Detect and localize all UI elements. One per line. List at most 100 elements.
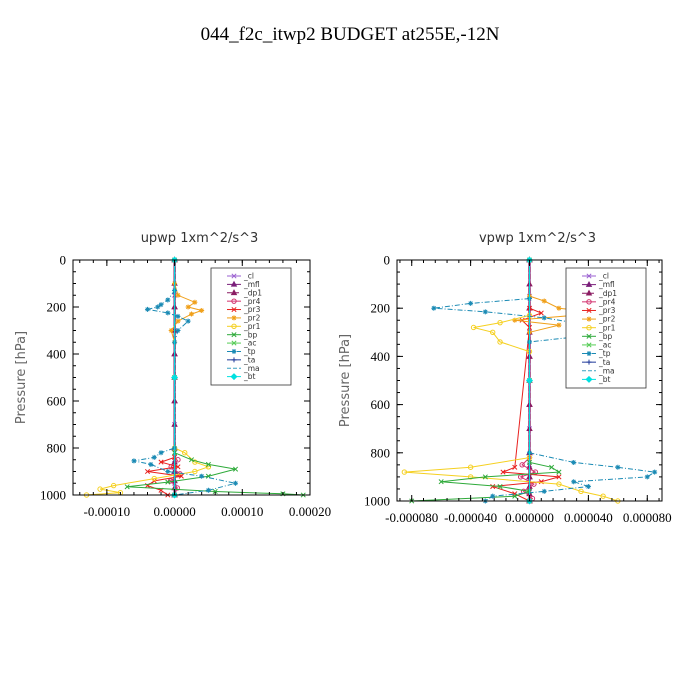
data-point-tp [158,302,164,308]
legend-label: _mfl [598,280,615,289]
data-point-pr3 [490,483,496,490]
legend-marker [231,340,237,346]
data-point-tp [585,484,591,490]
legend-label: _ma [243,364,260,373]
x-tick-label: 0.00020 [289,504,331,519]
data-point-tp [490,493,496,499]
data-point-pr3 [556,474,562,480]
data-point-tp [131,458,137,464]
legend-label: _tp [243,347,256,356]
legend-marker [586,324,592,331]
legend-label: _pr1 [243,322,261,331]
data-point-pr1 [467,464,474,470]
legend-label: _pr4 [243,297,261,306]
data-point-tp [233,480,239,486]
legend-label: _pr2 [243,314,261,323]
data-point-tp [199,473,205,479]
data-point-pr1 [151,475,157,482]
legend-label: _cl [243,272,254,281]
data-point-bp [124,484,130,490]
data-point-pr4 [175,457,181,463]
data-point-tp [541,488,547,494]
data-point-pr4 [532,469,539,475]
data-point-pr1 [489,329,496,335]
data-point-bp [232,466,239,472]
upwp-panel: upwp 1xm^2/s^3 Pressure [hPa] 0 200 400 600 80… [14,231,331,519]
data-point-pr1 [182,450,188,456]
legend-label: _dp1 [598,289,617,298]
y-tick-label: 1000 [40,488,66,503]
data-point-pr2 [556,322,562,328]
chart-title: vpwp 1xm^2/s^3 [479,231,596,246]
data-point-pr2 [192,299,198,305]
data-point-pr3 [178,473,184,479]
data-point-pr1 [556,481,562,487]
data-point-bp [482,474,488,480]
legend-marker [230,373,238,381]
data-point-pr1 [470,324,477,331]
legend-marker [230,289,238,296]
data-point-tp [571,459,577,465]
data-point-pr1 [192,459,198,465]
legend: _cl_mfl_dp1_pr4_pr3_pr2_pr1_bp_ac_tp_ta_… [565,267,647,389]
data-point-pr1 [110,482,117,489]
legend-label: _mfl [243,280,260,289]
data-point-tp [165,310,171,316]
data-point-pr3 [512,464,518,470]
data-point-pr2 [556,305,562,311]
x-tick-label: 0.00000 [153,504,195,519]
legend-marker [231,357,237,363]
data-point-pr2 [199,308,205,314]
legend-marker [231,315,237,321]
legend-marker [231,348,237,354]
legend-marker [586,333,592,339]
legend-marker [586,299,592,305]
legend-label: _ma [598,366,615,375]
series-line-bp [127,452,304,496]
chart-title: upwp 1xm^2/s^3 [141,231,259,246]
data-point-pr1 [192,468,198,475]
legend-box [565,267,647,389]
data-point-bp [438,479,444,485]
data-point-bp [205,461,211,468]
data-point-pr2 [189,311,194,317]
data-point-tp [644,474,650,480]
data-point-tp [615,464,621,470]
y-tick-label: 0 [384,253,391,268]
y-tick-label: 600 [47,394,67,409]
legend-marker [231,273,237,279]
data-point-pr1 [497,319,503,326]
x-tick-label: -0.000040 [444,510,497,525]
y-tick-label: 400 [371,349,391,364]
data-point-tp [468,300,474,306]
legend-marker [586,316,592,322]
legend-label: _pr2 [598,315,616,324]
legend-marker [231,306,237,313]
data-point-pr2 [175,292,181,298]
data-point-pr2 [541,298,547,304]
legend-label: _tp [598,349,611,358]
legend: _cl_mfl_dp1_pr4_pr3_pr2_pr1_bp_ac_tp_ta_… [210,267,292,386]
data-point-bp [188,457,195,463]
legend-label: _bt [598,375,611,384]
data-point-tp [482,309,488,315]
legend-label: _bp [243,330,258,339]
data-point-bt [525,376,534,385]
series-group [401,256,658,505]
data-point-bp [556,469,562,475]
legend-marker [586,307,592,314]
data-point-tp [151,454,157,460]
y-tick-label: 600 [371,397,391,412]
legend-label: _pr3 [243,305,261,314]
x-tick-label: -0.00010 [84,504,131,519]
data-point-bp [165,479,171,485]
legend-marker [231,332,237,338]
data-point-pr3 [500,469,506,475]
x-tick-label: -0.000080 [385,510,438,525]
data-point-pr2 [175,318,181,324]
data-point-tp [185,318,191,324]
y-tick-label: 200 [47,300,67,315]
legend-label: _bt [243,372,256,381]
data-point-tp [165,469,171,474]
